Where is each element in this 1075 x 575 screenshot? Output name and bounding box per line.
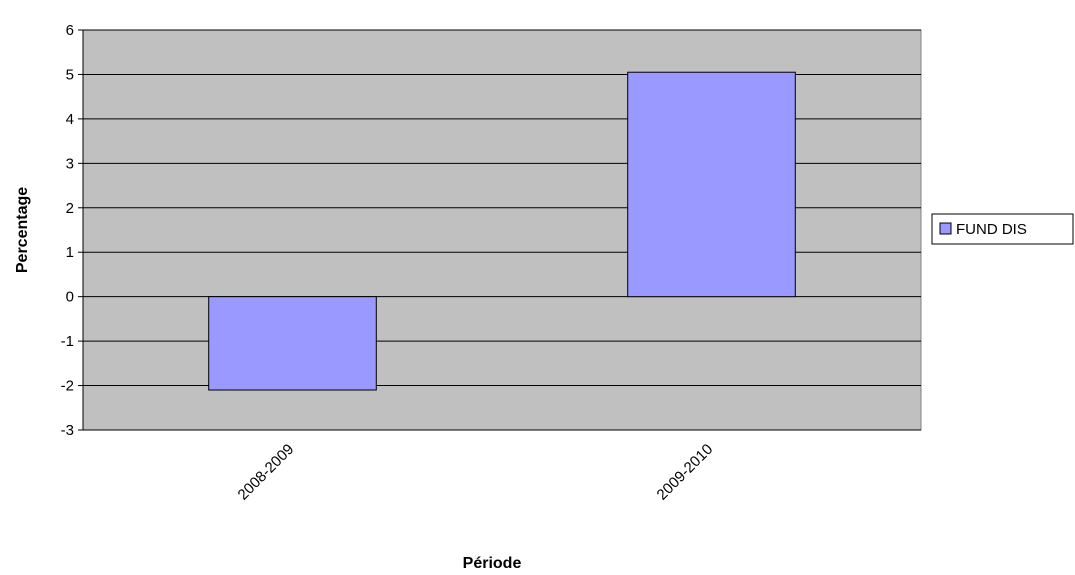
y-tick-label: 2 [66, 200, 74, 217]
y-tick-label: -2 [61, 378, 74, 395]
x-axis-ticks: 2008-2009 2009-2010 [235, 441, 717, 504]
x-axis-title: Période [463, 555, 522, 572]
y-tick-label: -3 [61, 422, 74, 439]
y-axis-title: Percentage [14, 187, 31, 273]
y-tick-label: 6 [66, 22, 74, 39]
y-axis-ticks: 6 5 4 3 2 1 0 -1 -2 -3 [61, 22, 83, 439]
x-tick-label: 2009-2010 [654, 441, 717, 504]
y-tick-label: 1 [66, 244, 74, 261]
y-tick-label: 5 [66, 66, 74, 83]
y-tick-label: 4 [66, 111, 74, 128]
bar-2009-2010 [628, 72, 796, 296]
legend-label: FUND DIS [956, 221, 1027, 238]
legend: FUND DIS [932, 214, 1073, 244]
x-tick-label: 2008-2009 [235, 441, 298, 504]
legend-swatch [940, 223, 951, 234]
y-tick-label: -1 [61, 333, 74, 350]
bar-2008-2009 [209, 297, 377, 390]
y-tick-label: 3 [66, 155, 74, 172]
y-tick-label: 0 [66, 289, 74, 306]
